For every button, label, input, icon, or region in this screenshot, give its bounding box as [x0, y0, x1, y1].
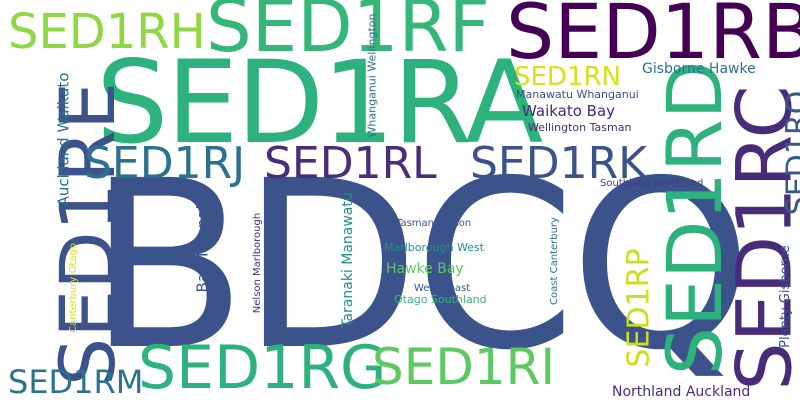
- word-nelson-marlborough: Nelson Marlborough: [252, 212, 264, 314]
- word-southland-northland: Southland Northland: [600, 178, 704, 189]
- word-sed1rj: SED1RJ: [84, 138, 246, 189]
- word-sed1rn: SED1RN: [514, 62, 622, 92]
- word-sed1rh: SED1RH: [8, 4, 206, 60]
- word-bay-taranaki: Bay Taranaki: [193, 196, 212, 293]
- word-auckland-waikato: Auckland Waikato: [54, 72, 73, 207]
- word-west-coast: West Coast: [414, 283, 471, 294]
- word-tasman-nelson: Tasman Nelson: [396, 218, 472, 229]
- word-sed1ra: SED1RA: [96, 36, 543, 169]
- word-hawke-bay: Hawke Bay: [386, 261, 464, 277]
- word-bdcq: BDCQ: [88, 131, 752, 400]
- word-sed1rb: SED1RB: [506, 0, 800, 76]
- word-plenty-gisborne: Plenty Gisborne: [777, 245, 793, 348]
- word-taranaki-manawatu: Taranaki Manawatu: [339, 192, 356, 328]
- word-waikato-bay: Waikato Bay: [522, 102, 616, 120]
- word-sed1rp: SED1RP: [621, 248, 657, 368]
- word-gisborne-hawke: Gisborne Hawke: [642, 61, 756, 77]
- word-sed1rg: SED1RG: [138, 333, 387, 400]
- word-sed1ri: SED1RI: [372, 338, 556, 396]
- word-canterbury-otago: Canterbury Otago: [67, 243, 79, 333]
- word-sed1ro: SED1RO: [780, 90, 800, 216]
- word-sed1rk: SED1RK: [470, 138, 648, 189]
- word-wellington-tasman: Wellington Tasman: [528, 121, 632, 134]
- word-sed1rl: SED1RL: [264, 138, 437, 189]
- word-manawatu-whanganui: Manawatu Whanganui: [516, 88, 639, 101]
- word-marlborough-west: Marlborough West: [384, 241, 484, 254]
- word-sed1rf: SED1RF: [206, 0, 490, 68]
- word-whanganui-wellington: Whanganui Wellington: [365, 13, 379, 138]
- word-otago-southland: Otago Southland: [394, 293, 487, 306]
- word-coast-canterbury: Coast Canterbury: [548, 217, 560, 305]
- word-sed1rm: SED1RM: [8, 363, 144, 400]
- word-northland-auckland: Northland Auckland: [612, 384, 751, 400]
